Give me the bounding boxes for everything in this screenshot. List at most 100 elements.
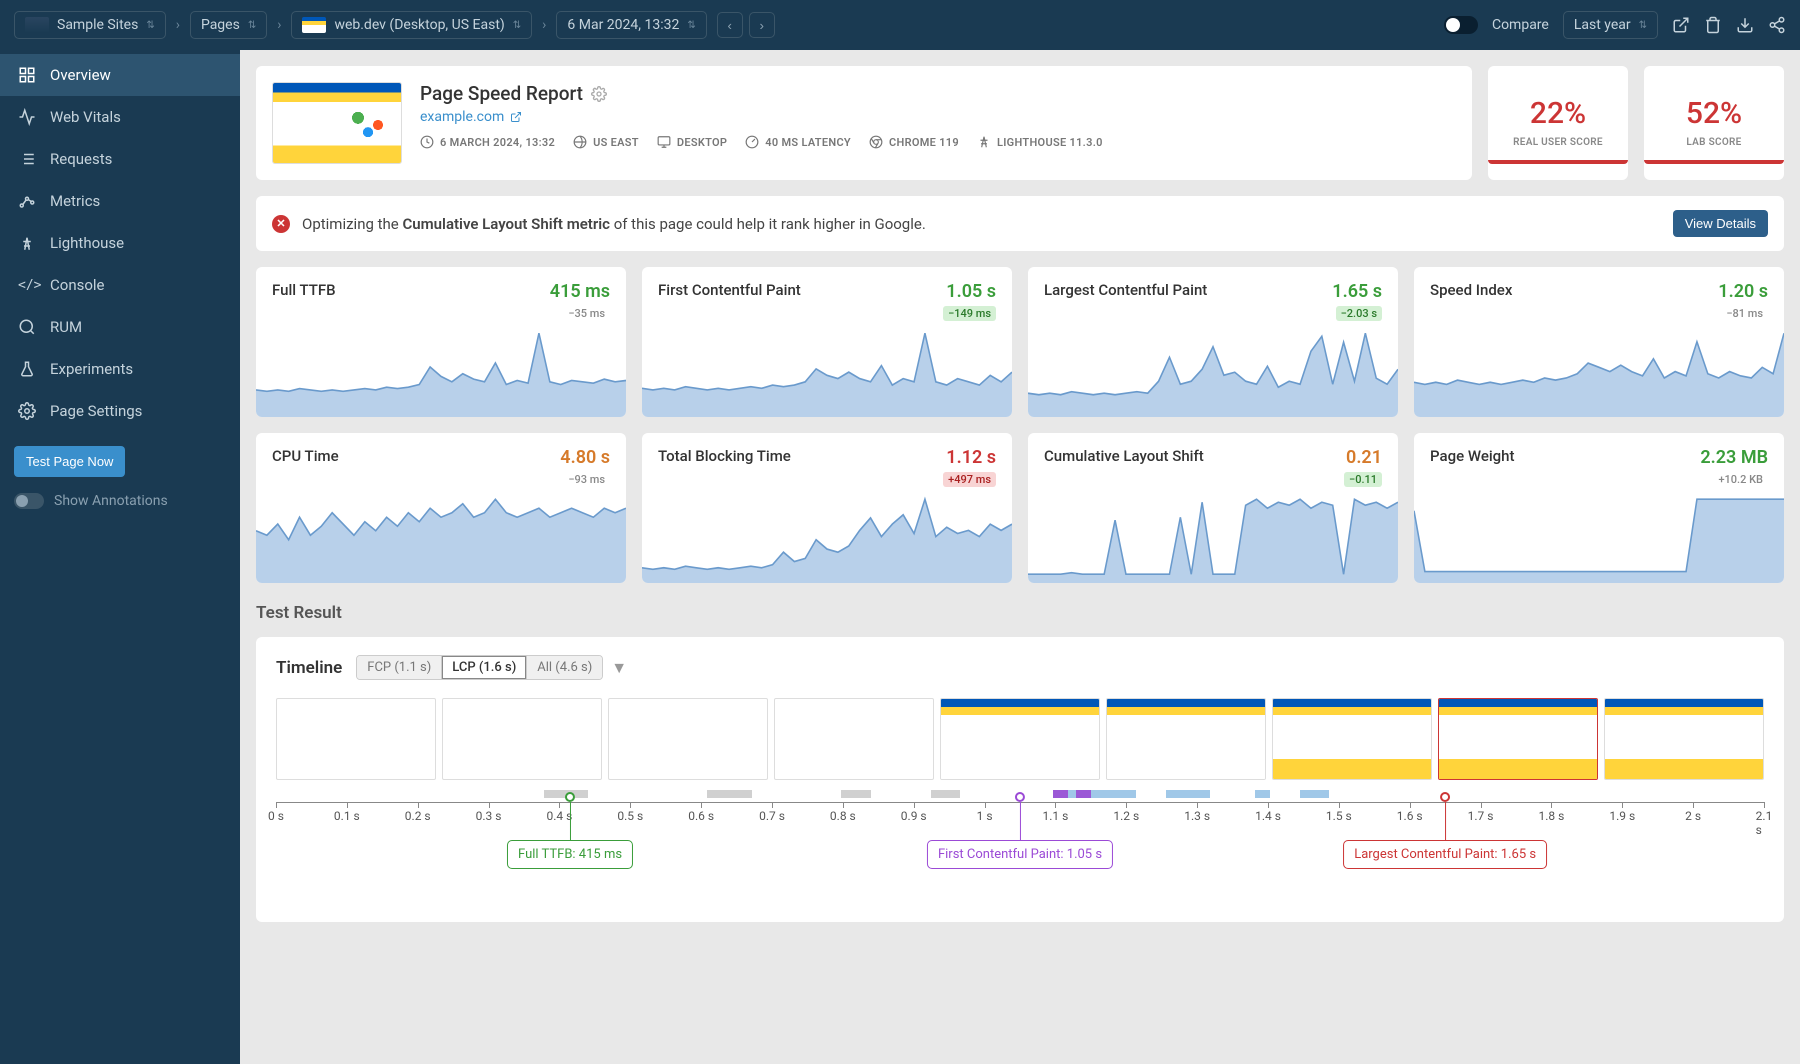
- lighthouse-icon: [977, 135, 991, 149]
- timeline-marker: Full TTFB: 415 ms: [507, 792, 633, 869]
- sparkline: [256, 493, 626, 583]
- domain-text: example.com: [420, 109, 504, 125]
- timeline-tab[interactable]: FCP (1.1 s): [357, 656, 442, 679]
- metric-name: Cumulative Layout Shift: [1044, 447, 1204, 465]
- compare-toggle[interactable]: [1444, 16, 1478, 34]
- test-page-button[interactable]: Test Page Now: [14, 446, 125, 477]
- range-dropdown[interactable]: Last year ⇅: [1563, 11, 1658, 39]
- chrome-icon: [869, 135, 883, 149]
- metric-delta: +10.2 KB: [1713, 472, 1768, 487]
- axis-tick: 0.8 s: [830, 809, 856, 823]
- main-content: Page Speed Report example.com 6 MARCH 20…: [240, 50, 1800, 1064]
- sidebar-item-label: Lighthouse: [50, 234, 124, 252]
- metric-delta: −93 ms: [563, 472, 610, 487]
- metric-grid: Full TTFB415 ms−35 msFirst Contentful Pa…: [256, 267, 1784, 583]
- filmstrip-frame[interactable]: [1604, 698, 1764, 780]
- filmstrip-frame[interactable]: [608, 698, 768, 780]
- download-icon[interactable]: [1736, 16, 1754, 34]
- sidebar-item-label: Metrics: [50, 192, 100, 210]
- snapshot-dropdown[interactable]: 6 Mar 2024, 13:32 ⇅: [556, 11, 706, 39]
- metric-delta: −149 ms: [943, 306, 996, 321]
- breadcrumb-sep: ›: [277, 17, 281, 33]
- metric-card[interactable]: CPU Time4.80 s−93 ms: [256, 433, 626, 583]
- metric-card[interactable]: First Contentful Paint1.05 s−149 ms: [642, 267, 1012, 417]
- sidebar-item-console[interactable]: </>Console: [0, 264, 240, 306]
- sparkline: [256, 327, 626, 417]
- filmstrip-frame[interactable]: [1272, 698, 1432, 780]
- page-preview-thumbnail[interactable]: [272, 82, 402, 164]
- sidebar-item-page-settings[interactable]: Page Settings: [0, 390, 240, 432]
- marker-label: Full TTFB: 415 ms: [507, 840, 633, 869]
- filmstrip-frame[interactable]: [774, 698, 934, 780]
- compare-label: Compare: [1492, 17, 1549, 33]
- metric-card[interactable]: Page Weight2.23 MB+10.2 KB: [1414, 433, 1784, 583]
- metric-name: Speed Index: [1430, 281, 1512, 299]
- trash-icon[interactable]: [1704, 16, 1722, 34]
- share-icon[interactable]: [1768, 16, 1786, 34]
- metric-name: Largest Contentful Paint: [1044, 281, 1207, 299]
- sidebar-item-label: Console: [50, 276, 105, 294]
- sparkline: [1028, 493, 1398, 583]
- external-link-icon: [510, 111, 522, 123]
- score-card[interactable]: 52%LAB SCORE: [1644, 66, 1784, 180]
- next-button[interactable]: ›: [749, 12, 775, 38]
- axis-tick: 0.1 s: [334, 809, 360, 823]
- sidebar-item-lighthouse[interactable]: Lighthouse: [0, 222, 240, 264]
- sidebar-item-label: RUM: [50, 318, 82, 336]
- chevron-updown-icon: ⇅: [248, 20, 256, 31]
- metric-card[interactable]: Total Blocking Time1.12 s+497 ms: [642, 433, 1012, 583]
- metric-value: 4.80 s: [560, 447, 610, 468]
- filmstrip-frame[interactable]: [1106, 698, 1266, 780]
- filmstrip-frame[interactable]: [276, 698, 436, 780]
- sidebar-item-metrics[interactable]: Metrics: [0, 180, 240, 222]
- sidebar-item-overview[interactable]: Overview: [0, 54, 240, 96]
- pages-dropdown[interactable]: Pages ⇅: [190, 11, 267, 39]
- chevron-updown-icon: ⇅: [1639, 20, 1647, 31]
- sidebar-item-rum[interactable]: RUM: [0, 306, 240, 348]
- page-dropdown[interactable]: web.dev (Desktop, US East) ⇅: [291, 11, 532, 39]
- prev-button[interactable]: ‹: [717, 12, 743, 38]
- topbar: Sample Sites ⇅ › Pages ⇅ › web.dev (Desk…: [0, 0, 1800, 50]
- metric-card[interactable]: Cumulative Layout Shift0.21−0.11: [1028, 433, 1398, 583]
- score-label: REAL USER SCORE: [1513, 137, 1603, 148]
- sidebar-item-web-vitals[interactable]: Web Vitals: [0, 96, 240, 138]
- gear-icon[interactable]: [591, 86, 607, 102]
- score-value: 22%: [1530, 96, 1586, 131]
- page-header-card: Page Speed Report example.com 6 MARCH 20…: [256, 66, 1472, 180]
- site-dropdown[interactable]: Sample Sites ⇅: [14, 11, 166, 39]
- axis-tick: 0.6 s: [688, 809, 714, 823]
- sidebar-item-label: Web Vitals: [50, 108, 121, 126]
- metric-card[interactable]: Speed Index1.20 s−81 ms: [1414, 267, 1784, 417]
- timeline-tabs: FCP (1.1 s)LCP (1.6 s)All (4.6 s): [356, 655, 603, 680]
- sidebar-item-experiments[interactable]: Experiments: [0, 348, 240, 390]
- page-domain-link[interactable]: example.com: [420, 109, 1103, 125]
- timeline-dropdown-icon[interactable]: ▼: [611, 658, 627, 678]
- axis-tick: 1.4 s: [1255, 809, 1281, 823]
- sparkline: [1414, 493, 1784, 583]
- metric-card[interactable]: Full TTFB415 ms−35 ms: [256, 267, 626, 417]
- metric-card[interactable]: Largest Contentful Paint1.65 s−2.03 s: [1028, 267, 1398, 417]
- metric-name: First Contentful Paint: [658, 281, 801, 299]
- filmstrip-frame[interactable]: [1438, 698, 1598, 780]
- chevron-updown-icon: ⇅: [687, 20, 695, 31]
- timeline-label: Timeline: [276, 658, 342, 678]
- sidebar: Overview Web Vitals Requests Metrics Lightho…: [0, 50, 240, 1064]
- external-link-icon[interactable]: [1672, 16, 1690, 34]
- optimization-alert: ✕ Optimizing the Cumulative Layout Shift…: [256, 196, 1784, 251]
- metric-delta: −35 ms: [563, 306, 610, 321]
- header-meta: 6 MARCH 2024, 13:32 US EAST DESKTOP 40 M…: [420, 135, 1103, 149]
- test-result-title: Test Result: [256, 603, 1784, 623]
- axis-tick: 0.2 s: [405, 809, 431, 823]
- sidebar-item-requests[interactable]: Requests: [0, 138, 240, 180]
- timeline-tab[interactable]: All (4.6 s): [527, 656, 602, 679]
- metric-value: 1.65 s: [1332, 281, 1382, 302]
- timeline-marker: Largest Contentful Paint: 1.65 s: [1343, 792, 1547, 869]
- annotations-toggle[interactable]: [14, 493, 44, 509]
- filmstrip-frame[interactable]: [940, 698, 1100, 780]
- sparkline: [1414, 327, 1784, 417]
- metric-name: Total Blocking Time: [658, 447, 791, 465]
- view-details-button[interactable]: View Details: [1673, 210, 1768, 237]
- timeline-tab[interactable]: LCP (1.6 s): [442, 656, 527, 679]
- filmstrip-frame[interactable]: [442, 698, 602, 780]
- score-card[interactable]: 22% REAL USER SCORE: [1488, 66, 1628, 180]
